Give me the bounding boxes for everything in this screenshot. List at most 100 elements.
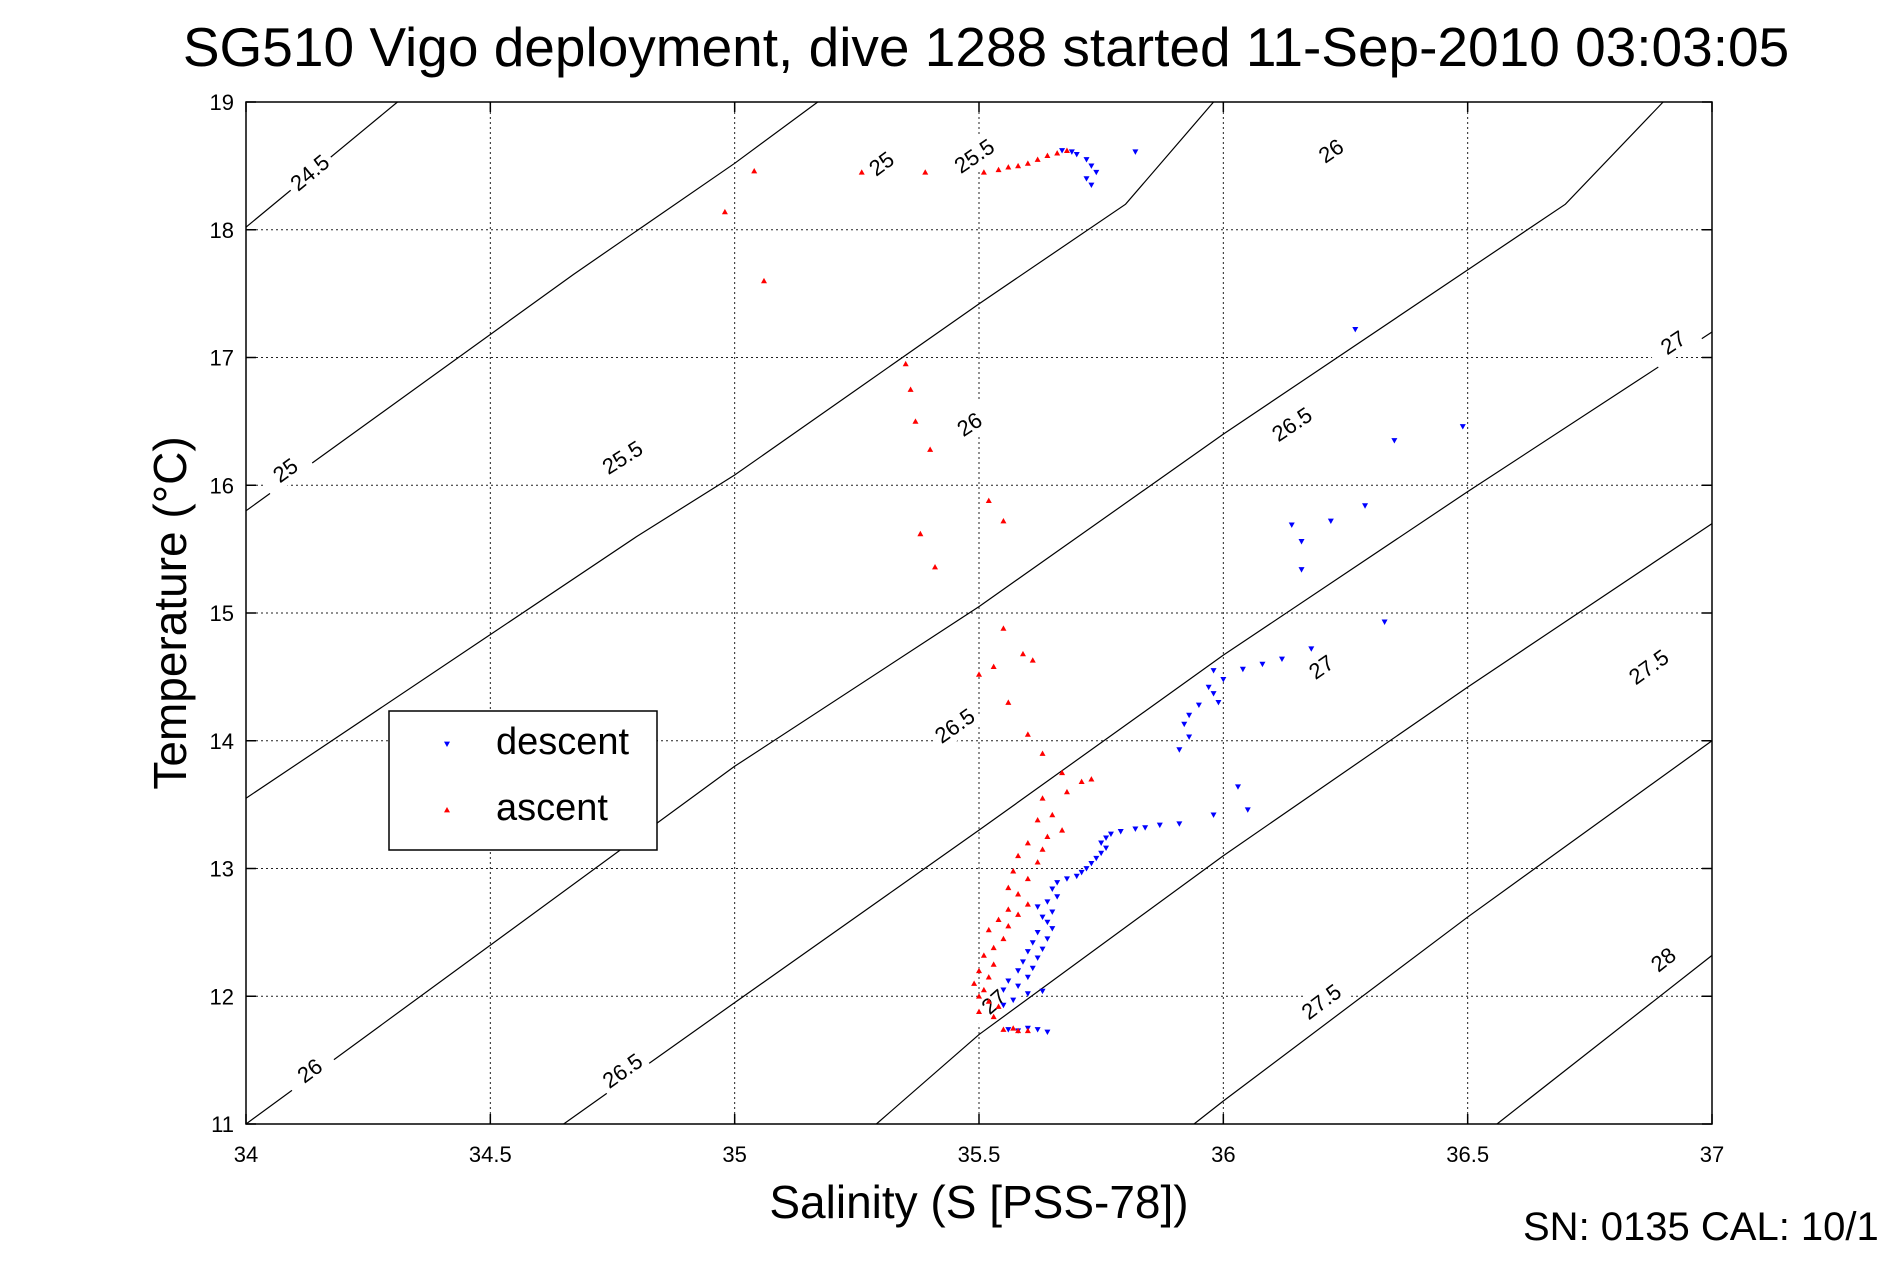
- descent-point: [1083, 866, 1090, 872]
- descent-legend-marker: [444, 741, 450, 747]
- ascent-point: [922, 169, 929, 175]
- ascent-point: [990, 1013, 997, 1020]
- ascent-point: [985, 926, 992, 933]
- isopycnal-label-bg: [944, 129, 1004, 182]
- descent-point: [1210, 812, 1217, 818]
- ascent-point: [1024, 160, 1031, 166]
- descent-point: [1103, 835, 1110, 841]
- ascent-point: [1015, 852, 1022, 859]
- y-tick-label: 11: [211, 1112, 234, 1137]
- y-axis-label: Temperature (°C): [144, 436, 196, 789]
- descent-point: [1156, 822, 1163, 829]
- ascent-point: [858, 169, 865, 175]
- descent-point: [1059, 148, 1066, 154]
- ascent-point: [1015, 911, 1022, 917]
- descent-point: [1039, 914, 1046, 921]
- ascent-point: [1024, 731, 1031, 737]
- ascent-point: [1010, 1025, 1017, 1031]
- descent-point: [1459, 424, 1466, 430]
- ascent-point: [751, 167, 758, 174]
- descent-point: [1044, 936, 1051, 942]
- descent-point: [1049, 926, 1056, 932]
- chart-title: SG510 Vigo deployment, dive 1288 started…: [183, 16, 1789, 78]
- ascent-point: [1015, 162, 1022, 169]
- descent-point: [1308, 646, 1315, 652]
- descent-point: [1381, 619, 1388, 625]
- legend-box: [388, 710, 658, 851]
- ascent-point: [1000, 518, 1007, 524]
- isopycnal-label-bg: [592, 431, 652, 483]
- ascent-point: [1015, 1027, 1022, 1034]
- descent-point: [1327, 518, 1334, 525]
- y-tick-label: 16: [210, 473, 234, 498]
- ascent-point: [1019, 650, 1026, 657]
- ascent-point: [1063, 788, 1070, 795]
- descent-point: [1391, 438, 1398, 444]
- ascent-point: [971, 980, 978, 986]
- ascent-point: [976, 993, 982, 999]
- descent-point: [1298, 539, 1305, 545]
- ascent-point: [932, 564, 939, 570]
- ascent-point: [1024, 839, 1031, 846]
- ascent-point: [1039, 795, 1046, 801]
- ascent-point: [1039, 750, 1046, 756]
- isopycnal-label-bg: [852, 136, 911, 191]
- ascent-point: [985, 974, 992, 980]
- ascent-point: [1010, 868, 1017, 874]
- isopycnal-line: [1496, 954, 1713, 1125]
- isopycnal-line: [563, 331, 1713, 1125]
- descent-point: [1034, 1027, 1041, 1033]
- isopycnal-label-bg: [1301, 124, 1361, 177]
- isopycnal-label-bg: [964, 973, 1023, 1029]
- ascent-point: [912, 418, 919, 424]
- ascent-legend-label: ascent: [496, 787, 608, 829]
- descent-point: [1044, 919, 1051, 926]
- ascent-point: [990, 961, 997, 967]
- y-tick-label: 12: [210, 984, 234, 1009]
- descent-point: [1132, 149, 1139, 155]
- descent-point: [1181, 721, 1188, 728]
- ascent-point: [976, 671, 982, 677]
- ascent-point: [721, 208, 728, 215]
- ascent-point: [990, 944, 997, 951]
- ascent-point: [1005, 164, 1012, 170]
- descent-point: [1088, 182, 1095, 189]
- isopycnal-label-bg: [939, 397, 999, 450]
- ascent-point: [995, 916, 1002, 922]
- ascent-point: [1034, 816, 1041, 823]
- descent-point: [1049, 909, 1056, 915]
- isopycnal-label-bg: [592, 1043, 652, 1097]
- isopycnal-label-bg: [1262, 397, 1322, 451]
- ascent-point: [1049, 811, 1056, 818]
- ascent-point: [976, 967, 982, 974]
- descent-point: [1215, 700, 1222, 706]
- ascent-point: [1000, 625, 1007, 631]
- descent-point: [1186, 712, 1193, 719]
- isopycnal-line: [1193, 740, 1713, 1125]
- descent-point: [1039, 988, 1046, 995]
- descent-point: [1195, 702, 1202, 708]
- descent-point: [1362, 503, 1369, 509]
- descent-point: [1098, 850, 1105, 857]
- y-tick-label: 15: [210, 601, 234, 626]
- descent-point: [1083, 157, 1090, 163]
- ascent-point: [995, 1003, 1002, 1009]
- descent-point: [1024, 991, 1031, 997]
- ascent-point: [917, 530, 924, 537]
- descent-point: [1103, 845, 1110, 852]
- ascent-point: [1024, 901, 1031, 907]
- descent-point: [1352, 326, 1359, 333]
- ascent-point: [1005, 884, 1012, 891]
- ascent-point: [980, 986, 987, 993]
- ascent-point: [1005, 906, 1012, 912]
- y-tick-label: 14: [210, 729, 234, 754]
- descent-point: [1083, 176, 1090, 182]
- ascent-point: [1015, 891, 1022, 897]
- descent-point: [1186, 734, 1193, 740]
- ascent-point: [1000, 1026, 1007, 1032]
- descent-point: [1259, 661, 1266, 668]
- descent-point: [1176, 821, 1183, 827]
- descent-point: [1068, 149, 1075, 155]
- isopycnal-label-bg: [255, 443, 315, 497]
